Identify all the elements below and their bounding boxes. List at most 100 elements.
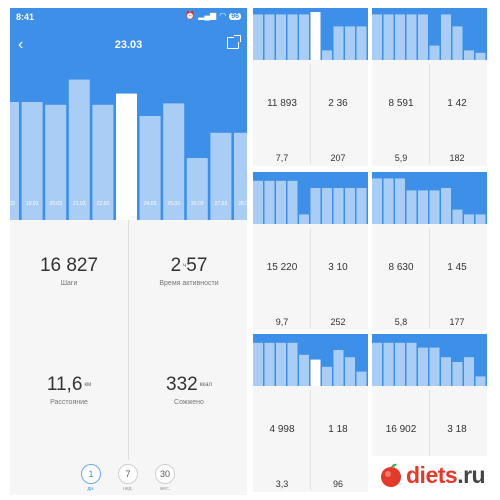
calories-number: 332 (166, 374, 198, 395)
day-bar[interactable] (45, 104, 67, 220)
status-bar: 8:41 ⏰ ▂▄▆ ◠ 96 (10, 8, 247, 26)
day-card-2[interactable]: 8 591 1 42 5,9 182 (372, 8, 487, 166)
mini-bar (441, 14, 451, 60)
mini-bar (299, 214, 309, 224)
mini-bar (429, 45, 440, 60)
mini-bar (322, 366, 332, 386)
mini-bar-chart (372, 178, 486, 224)
back-button[interactable]: ‹ (18, 36, 24, 53)
day-bar[interactable] (139, 116, 161, 220)
top-bar: ‹ 23.03 (10, 34, 247, 58)
card-distance: 7,7 (275, 153, 289, 163)
card-time: 2 36 (328, 98, 348, 109)
period-day-button[interactable]: 1 (81, 464, 101, 484)
mini-bar (310, 359, 321, 386)
active-time-value: 2 ч57 (134, 255, 244, 277)
mini-bar (253, 342, 263, 386)
calories-stat: 332 ккал Сожжено (134, 374, 244, 406)
day-card-4[interactable]: 8 630 1 45 5,8 177 (372, 172, 487, 330)
day-bar[interactable] (116, 93, 137, 220)
mini-bar (475, 214, 486, 224)
day-bar[interactable] (21, 102, 43, 220)
date-tick-label[interactable]: 26.03 (191, 201, 204, 207)
card-steps: 4 998 (269, 424, 295, 435)
mini-bar-chart (253, 180, 367, 224)
day-card-5[interactable]: 4 998 1 18 3,3 96 (253, 334, 368, 492)
wifi-icon: ◠ (219, 11, 227, 20)
calories-unit: ккал (199, 382, 212, 388)
mini-bar (464, 214, 474, 224)
period-week-label: нед. (123, 486, 133, 492)
day-bar[interactable] (68, 79, 90, 220)
day-bar[interactable] (10, 102, 19, 220)
card-chart (372, 334, 487, 386)
mini-bar (287, 342, 298, 386)
day-card-3[interactable]: 15 220 3 10 9,7 252 (253, 172, 368, 330)
share-icon[interactable] (227, 35, 241, 49)
period-month-button[interactable]: 30 (155, 464, 175, 484)
mini-bar (333, 350, 344, 386)
day-bar[interactable] (234, 132, 247, 220)
mini-bar-chart (372, 14, 486, 60)
chart-date-axis: 18.03 19.03 20.03 21.03 22.03 23.03 24.03 25.03… (10, 198, 247, 212)
card-calories: 182 (449, 153, 465, 163)
mini-bar-chart (253, 342, 367, 386)
distance-unit: км (84, 382, 92, 388)
active-time-label: Время активности (159, 280, 219, 287)
date-tick-label[interactable]: 24.03 (143, 201, 157, 207)
alarm-icon: ⏰ (185, 11, 196, 20)
watermark-accent: diets (406, 462, 458, 488)
card-calories: 207 (330, 153, 346, 163)
date-tick-label[interactable]: 27.03 (214, 201, 228, 207)
mini-bar (356, 26, 367, 60)
day-card-6[interactable]: 16 902 3 18 (372, 334, 487, 456)
mini-bar (253, 14, 263, 60)
mini-bar (383, 342, 394, 386)
date-tick-label[interactable]: 28.03 (238, 201, 247, 207)
mini-bar (406, 342, 417, 386)
card-distance: 9,7 (275, 317, 289, 327)
day-bar[interactable] (163, 103, 185, 220)
date-tick-label[interactable]: 20.03 (49, 201, 62, 207)
date-tick-label[interactable]: 18.03 (10, 201, 15, 207)
distance-label: Расстояние (50, 399, 88, 406)
day-bar[interactable] (92, 104, 114, 220)
card-steps: 8 591 (388, 98, 414, 109)
mini-bar (264, 342, 275, 386)
date-tick-label[interactable]: 23.03 (120, 201, 133, 207)
watermark-suffix: .ru (457, 462, 486, 488)
steps-value: 16 827 (39, 255, 99, 276)
day-bar[interactable] (186, 158, 208, 220)
card-steps: 16 902 (385, 424, 417, 435)
date-tick-label[interactable]: 22.03 (96, 201, 110, 207)
period-week-button[interactable]: 7 (118, 464, 138, 484)
status-time: 8:41 (16, 12, 35, 22)
mini-bar (475, 52, 486, 60)
active-time-stat: 2 ч57 Время активности (134, 255, 244, 287)
date-title: 23.03 (114, 39, 143, 51)
mini-bar (406, 190, 417, 224)
date-tick-label[interactable]: 21.03 (73, 201, 86, 207)
mini-bar (441, 188, 451, 224)
mini-bar (253, 180, 263, 224)
card-calories: 177 (449, 317, 465, 327)
card-time: 1 18 (328, 424, 348, 435)
card-divider (429, 228, 430, 328)
day-bar[interactable] (210, 132, 232, 220)
date-tick-label[interactable]: 25.03 (167, 201, 180, 207)
card-divider (310, 390, 311, 490)
card-divider (429, 64, 430, 164)
card-time: 1 45 (447, 262, 467, 273)
card-calories: 252 (330, 317, 346, 327)
mini-bar (395, 14, 405, 60)
steps-bar-chart[interactable] (10, 58, 247, 220)
mini-bar (310, 188, 321, 224)
card-chart (253, 334, 368, 386)
mini-bar (464, 50, 474, 60)
day-card-1[interactable]: 11 893 2 36 7,7 207 (253, 8, 368, 166)
mini-bar (383, 178, 394, 224)
mini-bar (418, 14, 428, 60)
active-time-minutes: 57 (186, 255, 208, 276)
card-steps: 11 893 (267, 98, 297, 109)
date-tick-label[interactable]: 19.03 (25, 201, 39, 207)
